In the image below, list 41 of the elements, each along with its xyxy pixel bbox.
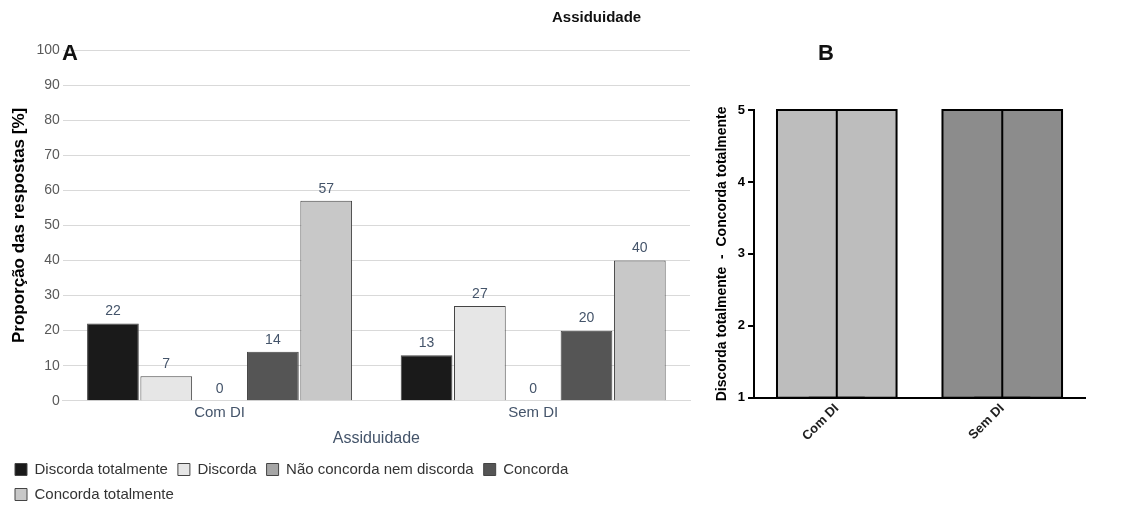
x-axis-title: Assiduidade — [332, 428, 421, 446]
legend-label: Não concorda nem discorda — [286, 459, 475, 477]
y-tick-label: 1 — [737, 389, 746, 405]
legend-label: Concorda — [503, 459, 569, 477]
y-tick-label: 2 — [737, 317, 746, 333]
legend-label: Concorda totalmente — [34, 484, 174, 502]
x-tick-label: Sem DI — [508, 402, 559, 420]
data-label: 13 — [418, 334, 435, 351]
data-label: 0 — [215, 379, 224, 396]
y-tick-label: 100 — [36, 40, 60, 57]
x-tick-label: Sem DI — [965, 400, 1007, 443]
y-axis-title: Proporção das respostas [%] — [8, 107, 28, 344]
annotation: A — [62, 40, 78, 66]
data-label: 0 — [529, 379, 538, 396]
y-tick-label: 60 — [44, 181, 60, 198]
data-label: 20 — [578, 309, 595, 326]
y-tick-label: 70 — [44, 146, 60, 163]
y-tick-label: 20 — [44, 321, 60, 338]
data-label: 57 — [318, 179, 335, 196]
y-tick-label: 30 — [44, 286, 60, 303]
chart-title: Assiduidade — [552, 8, 642, 25]
data-label: 40 — [632, 239, 648, 256]
data-label: 14 — [265, 330, 281, 347]
y-tick-label: 4 — [737, 173, 746, 189]
data-label: 27 — [472, 284, 488, 301]
y-tick-label: 40 — [44, 251, 60, 268]
data-label: 22 — [105, 302, 121, 319]
y-tick-label: 90 — [44, 75, 60, 92]
y-tick-label: 3 — [737, 245, 746, 261]
x-tick-label: Com DI — [798, 400, 842, 444]
y-tick-label: 0 — [51, 391, 60, 408]
legend-label: Discorda — [197, 459, 258, 477]
y-tick-label: 5 — [737, 101, 746, 117]
y-tick-label: 10 — [44, 356, 60, 373]
y-axis-title: Discorda totalmente - Concorda totalmente — [713, 106, 730, 402]
y-tick-label: 80 — [44, 111, 60, 128]
text: B — [818, 40, 834, 66]
data-label: 7 — [162, 355, 171, 372]
x-tick-label: Com DI — [194, 402, 245, 420]
legend-label: Discorda totalmente — [34, 459, 168, 477]
y-tick-label: 50 — [44, 216, 60, 233]
